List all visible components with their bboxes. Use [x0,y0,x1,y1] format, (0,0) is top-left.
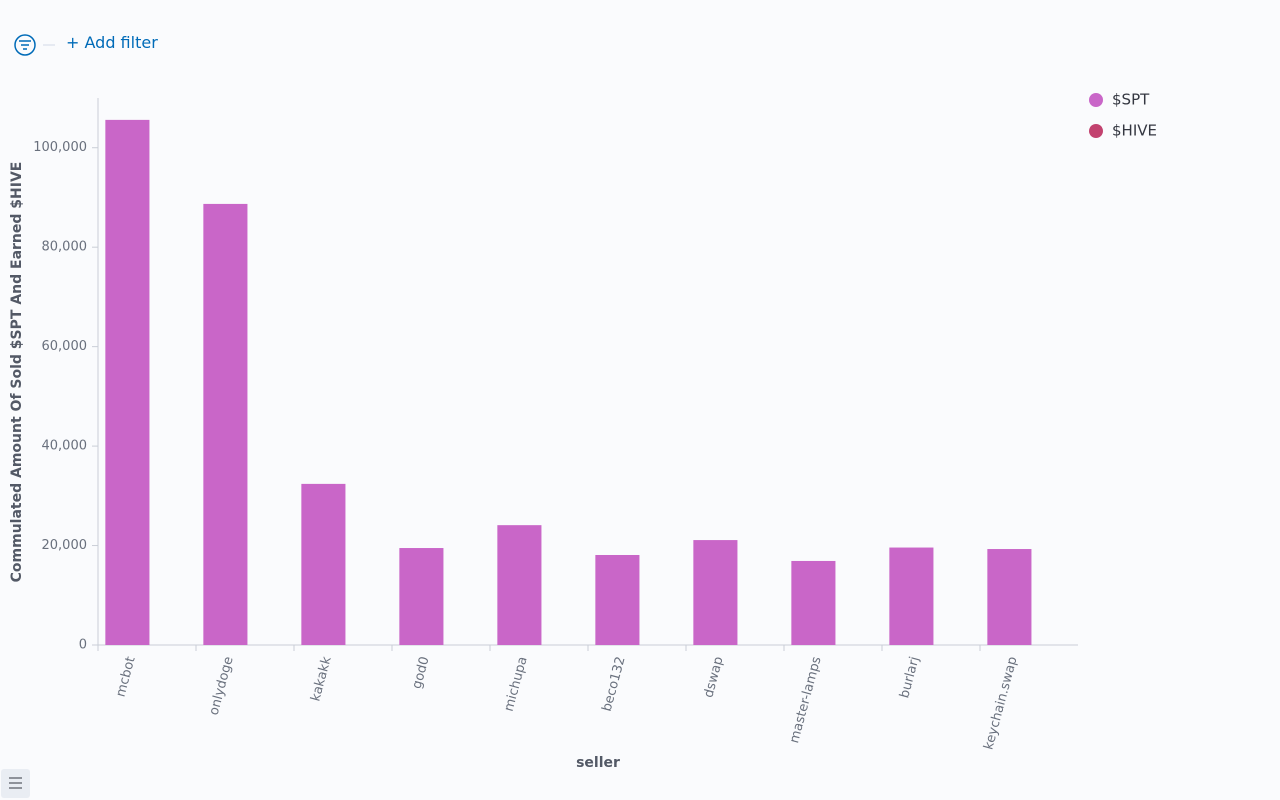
x-tick-label: onlydoge [207,655,237,717]
bar [301,483,346,645]
bar [987,549,1032,645]
x-tick-label: master-lamps [787,655,825,745]
x-tick-label: beco132 [600,655,629,713]
y-tick-label: 80,000 [42,240,88,255]
add-filter[interactable]: + Add filter [66,33,158,52]
x-axis-title: seller [576,755,620,771]
bar [889,547,934,645]
x-tick-label: keychain.swap [981,655,1020,751]
y-tick-label: 40,000 [42,439,88,454]
legend-label: $SPT [1112,91,1150,109]
bar [791,560,836,645]
x-tick-label: dswap [701,655,726,699]
x-tick-label: kakakk [308,655,334,703]
y-tick-label: 20,000 [42,538,88,553]
y-tick-label: 100,000 [33,140,87,155]
y-tick-label: 0 [79,638,87,653]
bar [595,554,640,645]
legend-swatch [1089,124,1103,138]
bar [399,548,444,645]
list-button[interactable] [1,769,30,798]
bar [497,525,542,645]
bar [105,119,150,645]
legend-label: $HIVE [1112,122,1157,140]
x-tick-label: burlarj [897,655,922,700]
bar [203,203,248,645]
y-axis-title: Commulated Amount Of Sold $SPT And Earne… [9,162,25,583]
bar [693,540,738,645]
legend-swatch [1089,93,1103,107]
x-tick-label: michupa [502,655,531,713]
x-tick-label: mcbot [114,655,139,699]
y-tick-label: 60,000 [42,339,88,354]
filter-icon[interactable] [14,34,36,56]
x-tick-label: god0 [410,655,433,691]
